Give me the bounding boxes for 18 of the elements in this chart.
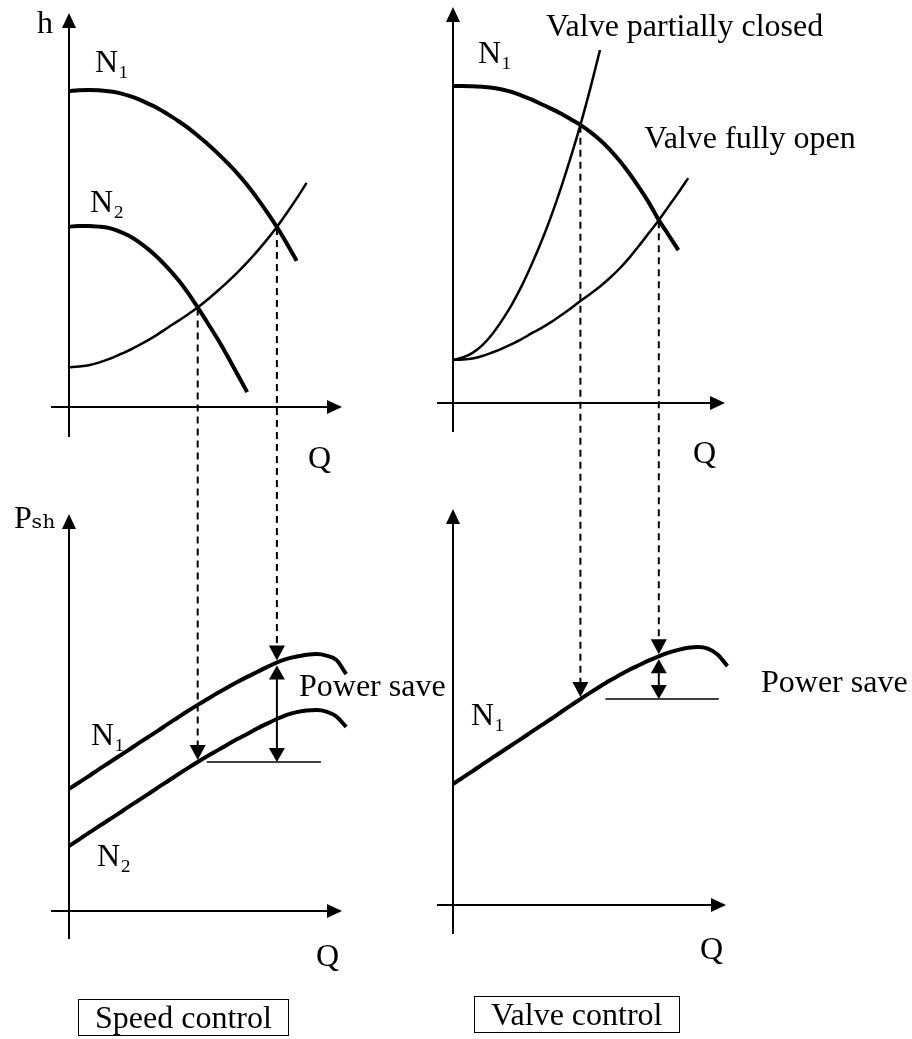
series-label: Valve partially closed: [546, 7, 824, 43]
text: Valve control: [474, 996, 680, 1033]
series-label: N₁: [471, 696, 506, 732]
legend-label: N₁: [91, 715, 126, 752]
x-axis-title: Q: [700, 930, 724, 966]
y-axis-title: h: [37, 4, 53, 40]
series-label: N₂: [97, 836, 132, 873]
series-label: N₂: [90, 182, 125, 219]
x-axis-title: Q: [693, 434, 717, 470]
text: Power save: [761, 663, 908, 699]
series-label: Valve fully open: [644, 119, 856, 156]
y-axis-title: Pₛₕ: [14, 499, 57, 535]
annotation: Power save: [299, 667, 446, 703]
legend-label: N₁: [478, 34, 513, 71]
x-axis-title: Q: [308, 439, 332, 475]
legend-label: N₁: [95, 42, 130, 79]
text: Speed control: [78, 999, 289, 1036]
x-axis-title: Q: [316, 937, 340, 973]
